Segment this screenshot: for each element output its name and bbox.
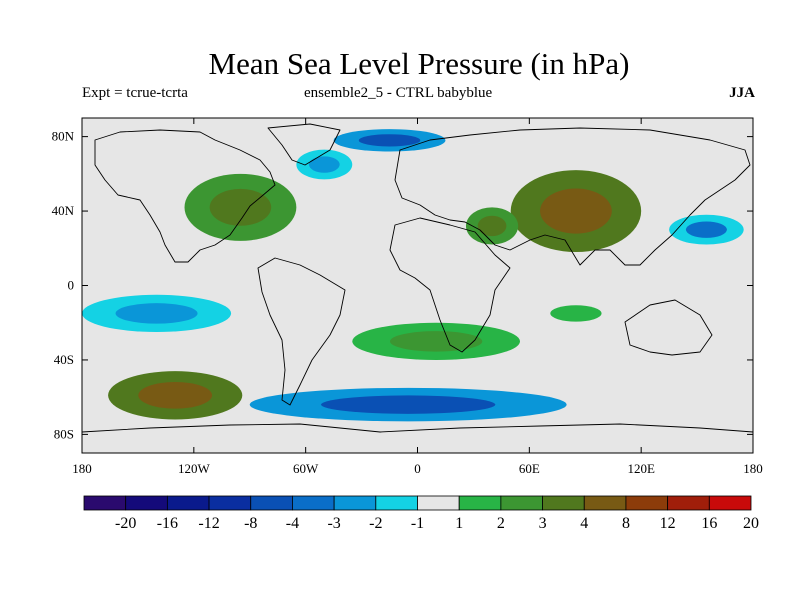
map-frame [81,117,754,454]
colorbar-swatch-8 [417,495,460,511]
colorbar-label-9: 2 [497,515,505,532]
colorbar-label-4: -4 [286,515,299,532]
season-label: JJA [729,85,755,101]
coast-antarctica [82,423,753,433]
colorbar-label-8: 1 [455,515,463,532]
colorbar-label-7: -1 [411,515,424,532]
y-tick-label-1: 40N [52,203,75,218]
colorbar-label-10: 3 [539,515,547,532]
colorbar-swatch-6 [333,495,377,511]
colorbar-swatch-12 [583,495,627,511]
colorbar-swatch-2 [166,495,210,511]
contour-core-3 [477,215,507,237]
contour-core-4 [390,331,483,352]
x-tick-label-1: 120W [178,461,211,476]
y-tick-label-0: 80N [52,129,75,144]
coast-africa [389,217,511,353]
contour-core-5 [550,305,602,322]
x-tick-label-6: 180 [743,461,763,476]
x-tick-label-4: 60E [519,461,540,476]
contour-fields [82,129,744,422]
x-tick-label-3: 0 [414,461,421,476]
colorbar-swatch-14 [667,495,710,511]
colorbar-swatch-13 [625,495,669,511]
colorbar-swatch-10 [500,495,543,511]
colorbar: -20 -16 -12 -8 -4 -3 -2 -1 1 2 3 4 8 12 16 20 [83,495,759,532]
colorbar-swatch-1 [125,495,168,511]
colorbar-label-0: -20 [115,515,136,532]
colorbar-swatch-3 [208,495,252,511]
coast-greenland [267,123,341,166]
colorbar-swatch-11 [542,495,585,511]
contour-core-0 [138,381,213,409]
contour-core-10 [685,221,727,238]
colorbar-label-13: 12 [660,515,676,532]
coast-south-america [257,257,346,406]
colorbar-swatch-5 [292,495,335,511]
contour-core-6 [308,156,340,173]
colorbar-label-12: 8 [622,515,630,532]
colorbar-swatch-9 [458,495,502,511]
x-tick-label-2: 60W [293,461,319,476]
colorbar-swatch-0 [83,495,127,511]
colorbar-swatch-7 [375,495,418,511]
contour-core-1 [209,188,272,226]
x-tick-label-0: 180 [72,461,92,476]
colorbar-swatch-4 [250,495,293,511]
coast-north-america [94,129,276,263]
contour-core-7 [358,134,421,147]
chart-title: Mean Sea Level Pressure (in hPa) [208,46,630,81]
colorbar-label-3: -8 [244,515,257,532]
y-tick-label-2: 0 [68,278,75,293]
colorbar-label-5: -3 [327,515,340,532]
experiment-label: Expt = tcrue-tcrta [82,85,188,101]
colorbar-label-1: -16 [157,515,178,532]
colorbar-label-6: -2 [369,515,382,532]
contour-core-9 [115,303,198,324]
colorbar-swatch-15 [708,495,752,511]
contour-core-8 [321,395,496,414]
coast-australia [624,299,713,356]
colorbar-label-2: -12 [198,515,219,532]
contour-core-2 [540,188,612,234]
y-tick-label-3: 40S [54,352,74,367]
ensemble-label: ensemble2_5 - CTRL babyblue [304,85,493,101]
map-axes: 180 120W 60W 0 60E 120E 180 80N 40N 0 40S 80S [52,118,763,476]
coast-europe-asia [394,127,751,266]
x-tick-label-5: 120E [627,461,655,476]
y-tick-label-4: 80S [54,426,74,441]
coastlines [82,123,753,433]
colorbar-label-11: 4 [580,515,588,532]
colorbar-label-14: 16 [701,515,717,532]
colorbar-label-15: 20 [743,515,759,532]
